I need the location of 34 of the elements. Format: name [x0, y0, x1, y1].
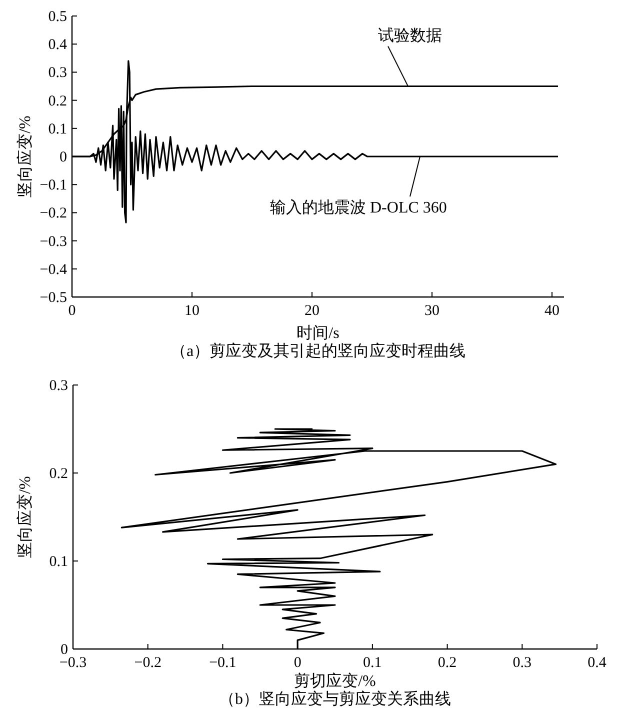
x-axis-title: 剪切应变/%: [294, 672, 376, 690]
annotation: 输入的地震波 D-OLC 360: [270, 198, 447, 216]
y-axis-title: 竖向应变/%: [16, 116, 34, 198]
y-tick-label: 0: [60, 150, 67, 166]
x-axis-title: 时间/s: [296, 324, 340, 342]
y-tick-label: 0.2: [48, 93, 67, 110]
x-tick-label: 0.1: [363, 655, 382, 671]
y-tick-label: 0.3: [48, 65, 67, 82]
y-tick-label: 0.2: [49, 466, 68, 482]
x-tick-label: 20: [304, 303, 320, 319]
y-tick-label: 0.5: [48, 9, 67, 25]
y-tick-label: −0.3: [40, 234, 67, 250]
x-tick-label: 0.2: [438, 655, 457, 671]
text: （a）剪应变及其引起的竖向应变时程曲线: [170, 342, 466, 360]
y-tick-label: 0: [60, 642, 68, 658]
x-tick-label: 0.3: [512, 655, 532, 671]
y-tick-label: −0.5: [40, 290, 67, 306]
y-tick-label: 0.1: [49, 554, 68, 570]
y-axis-title: 竖向应变/%: [16, 476, 34, 558]
x-tick-label: −0.2: [134, 655, 162, 671]
text: （b）竖向应变与剪应变关系曲线: [219, 690, 451, 708]
y-tick-label: −0.1: [40, 178, 67, 194]
x-tick-label: 0: [294, 655, 302, 671]
x-tick-label: −0.1: [209, 655, 236, 671]
x-tick-label: 0.4: [588, 655, 607, 671]
x-tick-label: 40: [544, 303, 560, 319]
x-tick-label: 30: [424, 303, 440, 319]
y-tick-label: −0.2: [40, 206, 67, 222]
y-tick-label: 0.4: [48, 37, 68, 54]
x-tick-label: 10: [184, 303, 200, 319]
y-tick-label: 0.1: [48, 121, 67, 138]
y-tick-label: −0.4: [40, 262, 68, 278]
annotation: 试验数据: [378, 26, 442, 44]
y-tick-label: 0.3: [49, 378, 68, 394]
